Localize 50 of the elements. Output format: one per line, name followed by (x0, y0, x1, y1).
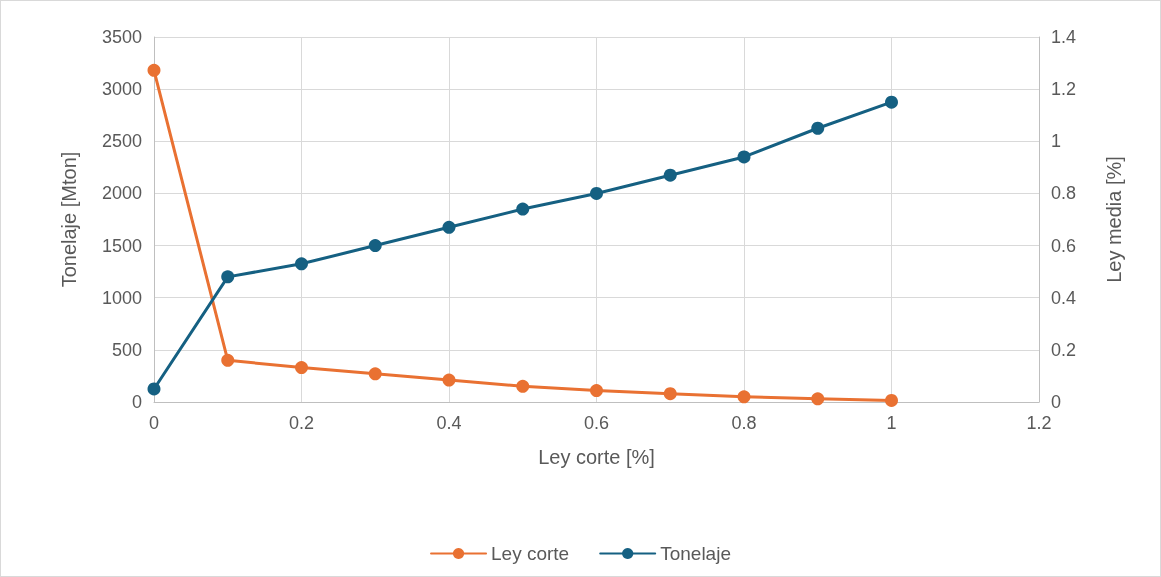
point (221, 353, 235, 367)
x-axis-title: Ley corte [%] (538, 446, 655, 468)
point (221, 270, 235, 284)
point (811, 392, 825, 406)
y2-tick-label: 1 (1051, 131, 1062, 152)
legend-label: Ley corte (491, 543, 570, 564)
point (368, 367, 382, 381)
y2-tick-label: 0.4 (1051, 287, 1077, 308)
y-tick-label: 2000 (101, 183, 142, 204)
x-tick-label: 0.4 (436, 413, 462, 433)
point (590, 384, 603, 398)
point (442, 373, 456, 387)
y-axis-title: Tonelaje [Mton] (58, 151, 80, 288)
legend-label: Tonelaje (660, 543, 731, 564)
y2-tick-label: 1.4 (1051, 27, 1077, 47)
point (295, 361, 308, 375)
x-tick-label: 1.2 (1026, 413, 1052, 433)
y-tick-label: 3000 (101, 79, 142, 100)
y-tick-label: 2500 (101, 131, 142, 152)
point (590, 186, 603, 200)
y-tick-label: 0 (131, 392, 142, 412)
point (368, 239, 382, 253)
point (516, 202, 530, 216)
point (885, 393, 898, 407)
x-tick-label: 0.8 (731, 413, 757, 433)
point (147, 63, 161, 77)
y2-tick-label: 0.8 (1051, 183, 1077, 204)
y2-axis-title: Ley media [%] (1103, 156, 1125, 283)
y-tick-label: 3500 (101, 27, 142, 47)
point (885, 95, 898, 109)
point (663, 387, 677, 401)
y2-tick-label: 0.2 (1051, 339, 1077, 360)
y2-tick-label: 0 (1051, 392, 1062, 412)
point (516, 379, 530, 393)
point (737, 150, 751, 164)
y2-tick-label: 1.2 (1051, 79, 1077, 100)
x-tick-label: 0 (148, 413, 160, 433)
point (147, 382, 161, 396)
y2-tick-label: 0.6 (1051, 235, 1077, 256)
y-tick-label: 1500 (101, 235, 142, 256)
y-tick-label: 1000 (101, 287, 142, 308)
point (442, 220, 456, 234)
point (737, 390, 751, 404)
point (663, 168, 677, 182)
point (295, 257, 308, 271)
x-tick-label: 1 (886, 413, 897, 433)
y-tick-label: 500 (111, 339, 142, 360)
point (811, 121, 825, 135)
x-tick-label: 0.6 (583, 413, 610, 433)
x-tick-label: 0.2 (288, 413, 315, 433)
